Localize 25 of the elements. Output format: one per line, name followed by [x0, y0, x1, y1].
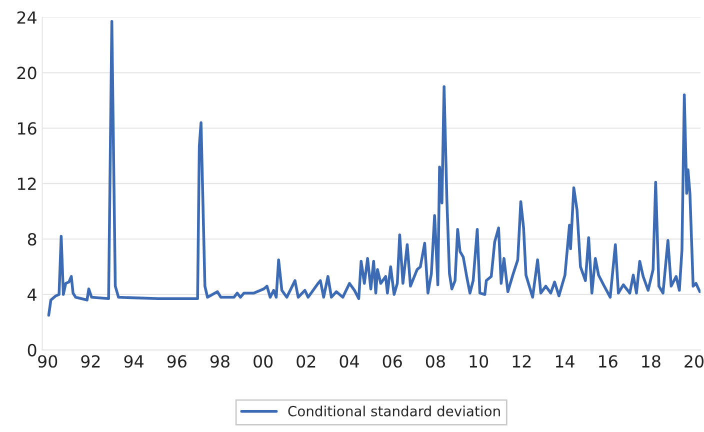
x-tick-label: 02 [296, 355, 316, 368]
x-tick-label: 14 [556, 355, 574, 368]
x-tick-label: 98 [210, 355, 230, 368]
line-series [47, 20, 700, 317]
x-tick-label: 92 [81, 355, 100, 368]
x-tick-label: 06 [382, 355, 402, 368]
x-tick-label: 90 [38, 355, 58, 368]
x-tick-label: 16 [599, 355, 618, 368]
x-tick-label: 12 [512, 355, 531, 368]
x-tick-label: 00 [254, 355, 273, 368]
y-tick-label: 0 [28, 344, 36, 356]
y-tick-label: 8 [28, 233, 36, 246]
y-tick-label: 24 [17, 11, 36, 24]
y-tick-label: 4 [28, 288, 36, 301]
x-tick-label: 04 [340, 355, 359, 368]
x-tick-label: 94 [124, 355, 144, 368]
x-tick-label: 10 [470, 355, 488, 368]
x-tick-label: 96 [167, 355, 186, 368]
x-tick-label: 08 [426, 355, 445, 368]
legend-label: Conditional standard deviation [288, 406, 500, 416]
x-tick-label: 20 [684, 355, 704, 368]
y-tick-label: 12 [18, 178, 36, 190]
y-tick-label: 20 [17, 66, 36, 80]
y-tick-label: 16 [18, 122, 36, 135]
x-tick-label: 18 [642, 355, 660, 368]
